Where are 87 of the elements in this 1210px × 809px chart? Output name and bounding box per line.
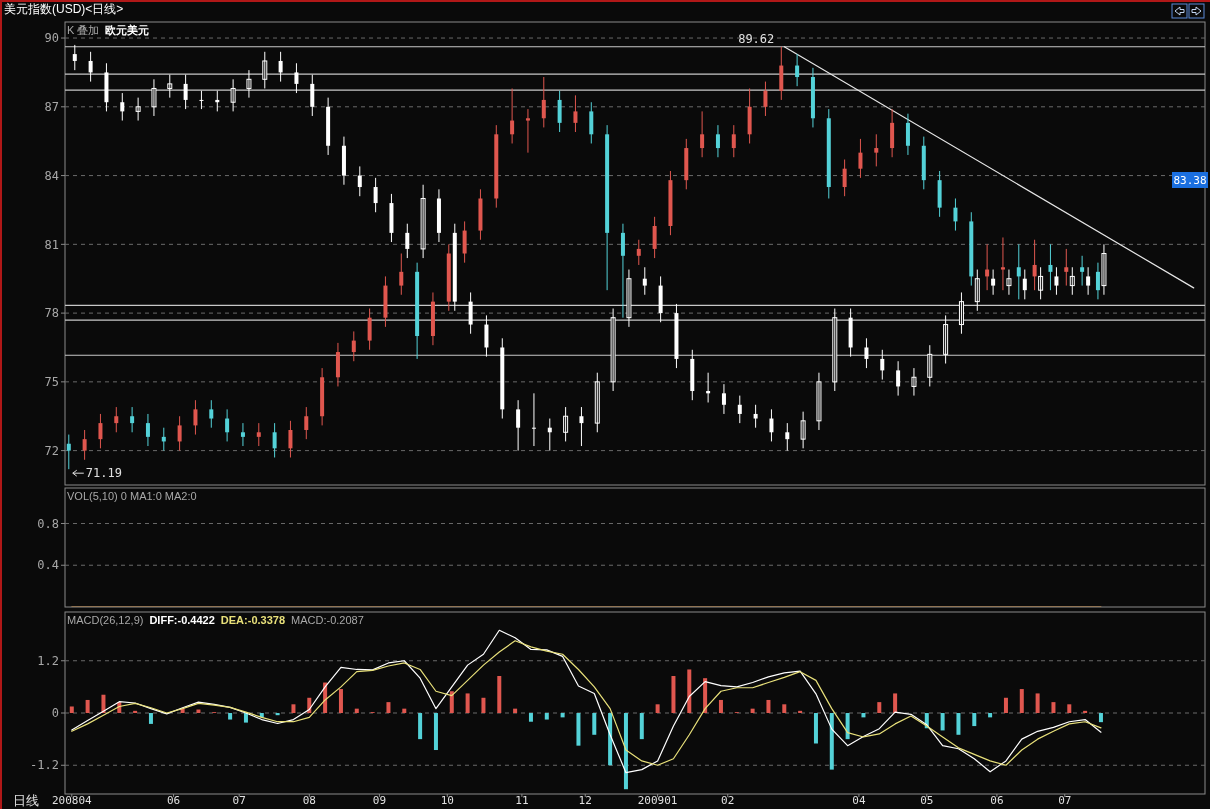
chart-title: VOL(5,10) 0 MA1:0 MA2:0 (67, 490, 197, 502)
bar (845, 713, 850, 740)
bar (560, 713, 565, 718)
x-tick-label: 07 (1058, 794, 1072, 807)
text: DIFF:-0.4422 (149, 614, 215, 626)
x-tick-label: 200804 (51, 794, 93, 807)
x-tick-label: 05 (920, 794, 934, 807)
y-tick-label: 1.2 (37, 653, 59, 668)
bar (544, 713, 549, 720)
x-tick-label: 04 (852, 794, 866, 807)
bar (528, 713, 533, 722)
x-tick-label: 06 (990, 794, 1004, 807)
annotation: 83.38 (1173, 174, 1207, 187)
bar (813, 713, 818, 744)
bar (338, 689, 343, 714)
x-tick-label: 02 (721, 794, 735, 807)
y-tick-label: -1.2 (30, 758, 59, 773)
x-axis-title: 日线 (13, 793, 39, 808)
x-tick-label: 09 (372, 794, 387, 807)
annotation: MACD:-0.2087 (291, 614, 364, 626)
legend-title: K 叠加 (67, 24, 100, 36)
bar (101, 694, 106, 714)
bar (766, 699, 771, 714)
x-tick-label: 06 (166, 794, 181, 807)
bar (386, 702, 391, 714)
x-tick-label: 10 (440, 794, 454, 807)
bar (243, 713, 248, 723)
bar (718, 699, 723, 714)
bar (513, 708, 518, 714)
bar (418, 713, 423, 740)
bar (228, 713, 233, 720)
bar (687, 669, 692, 714)
bar (85, 699, 90, 714)
bar (1098, 713, 1103, 723)
bar (576, 713, 581, 746)
y-tick-label: 90 (44, 31, 59, 46)
bar (861, 713, 866, 718)
chart-title: 美元指数(USD)<日线> (4, 2, 124, 16)
bar (829, 713, 834, 770)
bar (291, 704, 296, 714)
y-tick-label: 75 (44, 375, 59, 390)
y-tick-label: 84 (44, 168, 59, 183)
bar (972, 713, 977, 727)
bar (69, 706, 74, 714)
bar (988, 713, 993, 718)
y-tick-label: 87 (44, 100, 59, 115)
y-tick-label: 0.4 (37, 558, 59, 573)
bar (782, 704, 787, 714)
bar (1051, 702, 1056, 714)
bar (639, 713, 644, 740)
bar (671, 676, 676, 714)
bar (465, 693, 470, 714)
bar (655, 704, 660, 714)
x-tick-label: 08 (302, 794, 316, 807)
bar (877, 702, 882, 714)
annotation: 89.62 (738, 31, 775, 46)
x-tick-label: 11 (515, 794, 529, 807)
bar (893, 693, 898, 714)
annotation: 71.19 (85, 466, 122, 481)
x-tick-label: 12 (578, 794, 592, 807)
bar (1003, 697, 1008, 714)
bar (1019, 689, 1024, 714)
bar (956, 713, 961, 735)
text: DEA:-0.3378 (220, 614, 286, 626)
text: 欧元美元 (105, 24, 150, 36)
bar (1067, 704, 1072, 714)
bar (497, 676, 502, 714)
bar (940, 713, 945, 731)
bar (750, 708, 755, 714)
bar (148, 713, 153, 724)
x-tick-label: 200901 (637, 794, 678, 807)
bar (623, 713, 628, 790)
y-tick-label: 72 (44, 443, 59, 458)
bar (402, 708, 407, 714)
y-tick-label: 0 (51, 706, 59, 721)
bar (449, 691, 454, 714)
x-tick-label: 07 (232, 794, 246, 807)
bar (592, 713, 597, 735)
chart-title: MACD(26,12,9) (67, 614, 144, 626)
bar (433, 713, 438, 751)
bar (1035, 693, 1040, 714)
bar (481, 697, 486, 714)
y-tick-label: 0.8 (37, 516, 59, 531)
y-tick-label: 81 (44, 237, 59, 252)
y-tick-label: 78 (44, 306, 59, 321)
bar (608, 713, 613, 766)
bar (354, 708, 359, 714)
